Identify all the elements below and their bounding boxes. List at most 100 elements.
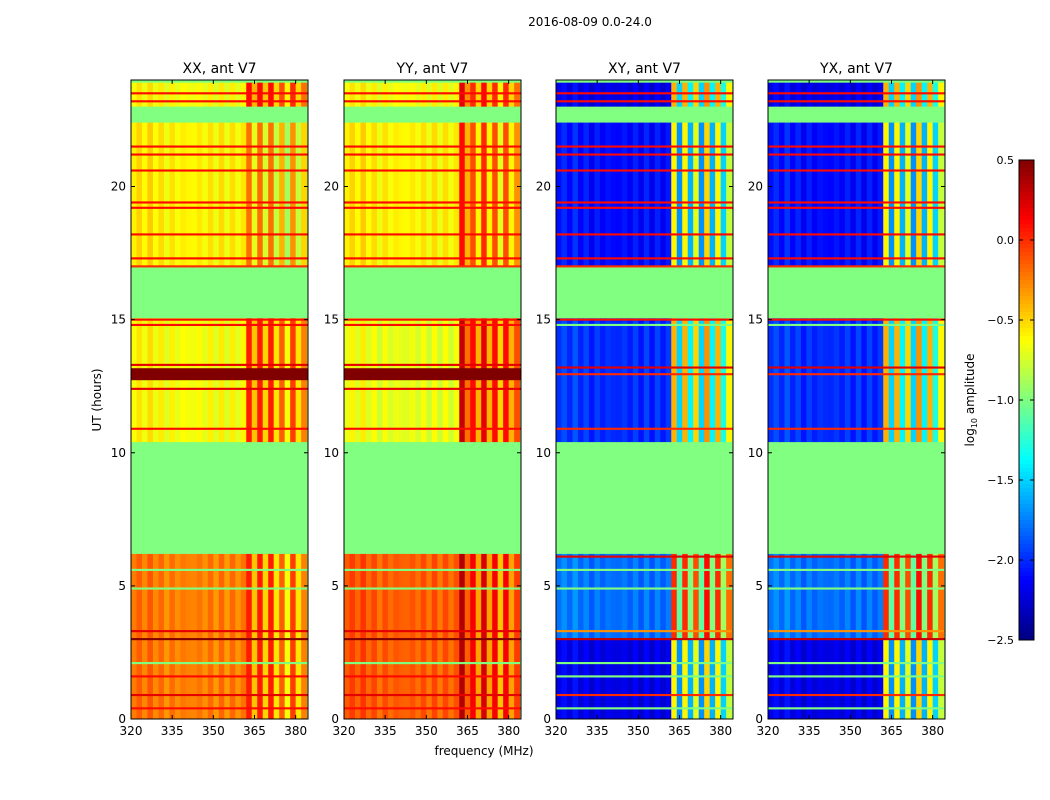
colorbar-segment — [1019, 508, 1034, 513]
colorbar-tick-label: −1.0 — [987, 394, 1014, 407]
colorbar-segment — [1019, 628, 1034, 633]
heatmap-cell — [365, 553, 372, 719]
heatmap-cell — [795, 553, 802, 640]
y-tick-label: 20 — [324, 180, 339, 194]
heatmap-cell — [437, 82, 444, 107]
heatmap-cell — [709, 82, 716, 107]
heatmap-cell — [861, 122, 868, 267]
heatmap-cell — [141, 122, 148, 267]
rfi-line — [556, 373, 733, 376]
heatmap-cell — [916, 553, 923, 640]
colorbar-segment — [1019, 376, 1034, 381]
rfi-line — [131, 92, 308, 95]
heatmap-cell — [784, 122, 791, 267]
heatmap-cell — [437, 122, 444, 267]
heatmap-cell — [621, 318, 628, 443]
heatmap-cell — [682, 553, 689, 640]
heatmap-cell — [921, 639, 928, 719]
y-tick-label: 5 — [755, 579, 763, 593]
heatmap-cell — [676, 82, 683, 107]
rfi-line — [344, 368, 521, 381]
heatmap-cell — [795, 318, 802, 443]
heatmap-cell — [610, 553, 617, 640]
heatmap-cell — [393, 553, 400, 719]
heatmap-cell — [899, 82, 906, 107]
rfi-line — [131, 662, 308, 665]
y-tick-label: 10 — [536, 446, 551, 460]
heatmap-cell — [643, 639, 650, 719]
heatmap-cell — [693, 82, 700, 107]
heatmap-cell — [240, 82, 247, 107]
heatmap-cell — [279, 82, 286, 107]
heatmap-cell — [910, 122, 917, 267]
colorbar: 0.5 0.0 −0.5 −1.0 −1.5 −2.0 −2.5 — [987, 154, 1035, 647]
heatmap-cell — [905, 318, 912, 443]
heatmap-cell — [844, 553, 851, 640]
rfi-line — [344, 568, 521, 571]
heatmap-cell — [437, 553, 444, 719]
colorbar-segment — [1019, 192, 1034, 197]
heatmap-cell — [354, 553, 361, 719]
heatmap-cell — [839, 553, 846, 640]
colorbar-segment — [1019, 404, 1034, 409]
heatmap-cell — [577, 318, 584, 443]
heatmap-cell — [268, 122, 275, 267]
heatmap-cell — [131, 553, 137, 719]
heatmap-cell — [268, 553, 275, 719]
heatmap-cell — [806, 82, 813, 107]
heatmap-cell — [561, 318, 568, 443]
heatmap-cell — [365, 122, 372, 267]
x-tick-label: 350 — [202, 724, 225, 738]
colorbar-segment — [1019, 196, 1034, 201]
heatmap-cell — [577, 82, 584, 107]
heatmap-cell — [905, 639, 912, 719]
heatmap-cell — [448, 82, 455, 107]
colorbar-segment — [1019, 632, 1034, 637]
heatmap-cell — [660, 318, 667, 443]
colorbar-segment — [1019, 576, 1034, 581]
heatmap-cell — [687, 122, 694, 267]
heatmap-cell — [789, 318, 796, 443]
heatmap-cell — [376, 122, 383, 267]
heatmap-panel: YX, ant V7 320 335 350 365 380 0 5 10 15 20 — [748, 61, 946, 738]
heatmap-cell — [795, 82, 802, 107]
heatmap-cell — [627, 553, 634, 640]
colorbar-segment — [1019, 544, 1034, 549]
y-axis-label: UT (hours) — [90, 368, 104, 431]
heatmap-cell — [715, 639, 722, 719]
colorbar-segment — [1019, 448, 1034, 453]
heatmap-cell — [174, 122, 181, 267]
heatmap-cell — [643, 122, 650, 267]
heatmap-cell — [349, 82, 356, 107]
colorbar-segment — [1019, 312, 1034, 317]
heatmap-cell — [514, 122, 521, 267]
heatmap-cell — [301, 82, 308, 107]
colorbar-segment — [1019, 512, 1034, 517]
heatmap-cell — [616, 553, 623, 640]
colorbar-segment — [1019, 276, 1034, 281]
heatmap-cell — [704, 122, 711, 267]
colorbar-segment — [1019, 232, 1034, 237]
rfi-line — [344, 100, 521, 103]
heatmap-cell — [632, 82, 639, 107]
rfi-line — [768, 323, 945, 327]
colorbar-segment — [1019, 244, 1034, 249]
heatmap-cell — [828, 553, 835, 640]
heatmap-cell — [720, 553, 727, 640]
heatmap-cell — [616, 122, 623, 267]
heatmap-cell — [464, 553, 471, 719]
heatmap-cell — [938, 122, 945, 267]
heatmap-cell — [251, 122, 258, 267]
heatmap-cell — [459, 122, 466, 267]
heatmap-cell — [649, 82, 656, 107]
heatmap-cell — [910, 639, 917, 719]
heatmap-cell — [822, 318, 829, 443]
heatmap-cell — [789, 82, 796, 107]
heatmap-cell — [927, 553, 934, 640]
colorbar-segment — [1019, 464, 1034, 469]
heatmap-cell — [295, 122, 302, 267]
heatmap-cell — [726, 553, 733, 640]
heatmap-cell — [698, 122, 705, 267]
colorbar-segment — [1019, 280, 1034, 285]
